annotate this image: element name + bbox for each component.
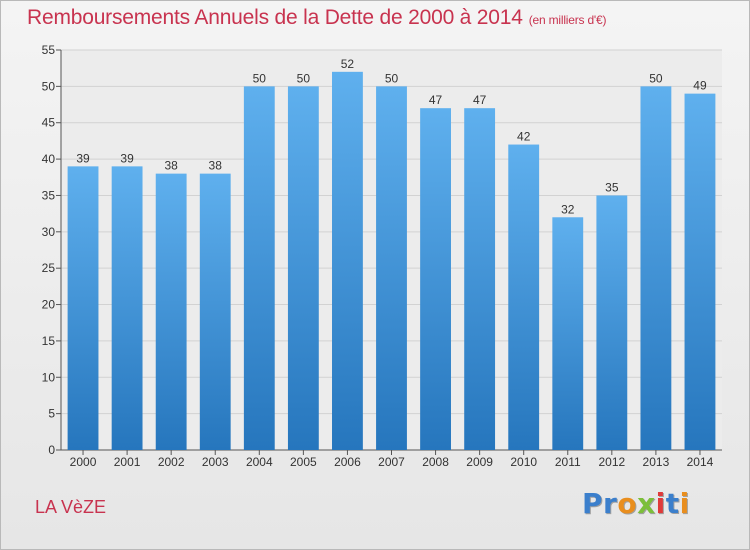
- bar: [67, 166, 99, 450]
- bar-value-label: 38: [164, 159, 178, 173]
- chart-subtitle: (en milliers d'€): [528, 13, 607, 27]
- logo-letter: o: [617, 487, 638, 520]
- bar: [464, 108, 496, 450]
- y-tick-label: 5: [48, 407, 55, 421]
- chart-title-text: Remboursements Annuels de la Dette de 20…: [27, 6, 523, 29]
- x-tick-label: 2009: [466, 455, 493, 469]
- bar: [420, 108, 451, 450]
- chart-title: Remboursements Annuels de la Dette de 20…: [27, 6, 606, 30]
- y-tick-label: 30: [42, 225, 56, 239]
- bar: [287, 86, 319, 450]
- bar-value-label: 52: [341, 57, 355, 71]
- bar-value-label: 39: [76, 151, 90, 165]
- bar-value-label: 47: [429, 93, 443, 107]
- bar-value-label: 35: [605, 180, 619, 194]
- bar-value-label: 49: [693, 79, 707, 93]
- logo-letter: P: [582, 487, 604, 520]
- bar: [684, 93, 716, 451]
- y-tick-label: 35: [42, 188, 56, 202]
- bar-value-label: 50: [297, 71, 311, 85]
- bar-value-label: 47: [473, 93, 487, 107]
- bar: [508, 144, 540, 450]
- value-labels: 39 39 38 38 50 50 52 50 47 47 42 32 35 50 49: [76, 57, 707, 216]
- x-tick-label: 2001: [114, 455, 141, 469]
- y-tick-labels: 0 5 10 15 20 25 30 35 40 45 50 55: [42, 43, 56, 457]
- x-tick-label: 2010: [510, 455, 537, 469]
- x-tick-label: 2005: [290, 455, 317, 469]
- logo-letter: x: [637, 487, 656, 520]
- proxiti-logo: Proxiti: [582, 487, 690, 520]
- y-tick-label: 20: [42, 298, 56, 312]
- bar: [155, 173, 187, 451]
- bar: [376, 86, 407, 450]
- y-tick-label: 15: [42, 334, 56, 348]
- logo-letter: t: [665, 487, 680, 520]
- x-tick-label: 2012: [598, 455, 625, 469]
- x-tick-label: 2003: [202, 455, 229, 469]
- x-tick-label: 2014: [687, 455, 714, 469]
- bar-value-label: 50: [649, 71, 663, 85]
- bar: [332, 71, 363, 451]
- bar-value-label: 39: [120, 151, 134, 165]
- y-tick-label: 50: [42, 79, 56, 93]
- bar: [640, 86, 672, 450]
- x-tick-label: 2000: [70, 455, 97, 469]
- x-tick-label: 2006: [334, 455, 361, 469]
- y-tick-label: 55: [42, 43, 56, 57]
- place-name: LA VèZE: [35, 497, 107, 517]
- logo-letter: r: [603, 487, 618, 520]
- x-tick-label: 2004: [246, 455, 273, 469]
- x-tick-label: 2011: [555, 455, 581, 469]
- bars: [67, 71, 716, 451]
- x-tick-label: 2002: [158, 455, 185, 469]
- bar: [111, 166, 143, 450]
- bar-value-label: 50: [253, 71, 267, 85]
- bar: [596, 195, 628, 450]
- x-tick-label: 2008: [422, 455, 449, 469]
- bar-value-label: 50: [385, 71, 399, 85]
- logo-letter: i: [655, 487, 666, 520]
- y-tick-label: 40: [42, 152, 56, 166]
- x-tick-labels: 2000 2001 2002 2003 2004 2005 2006 2007 2008 2009…: [70, 455, 714, 469]
- bar: [243, 86, 275, 450]
- bar: [552, 217, 584, 450]
- y-tick-label: 10: [42, 370, 56, 384]
- y-tick-label: 0: [48, 443, 55, 457]
- y-tick-label: 45: [42, 116, 56, 130]
- y-tick-label: 25: [42, 261, 56, 275]
- x-tick-label: 2013: [643, 455, 670, 469]
- x-tick-label: 2007: [378, 455, 405, 469]
- bar-value-label: 38: [209, 159, 223, 173]
- bar-value-label: 42: [517, 130, 531, 144]
- logo-letter: i: [679, 487, 690, 520]
- bar-value-label: 32: [561, 202, 575, 216]
- bar: [199, 173, 231, 451]
